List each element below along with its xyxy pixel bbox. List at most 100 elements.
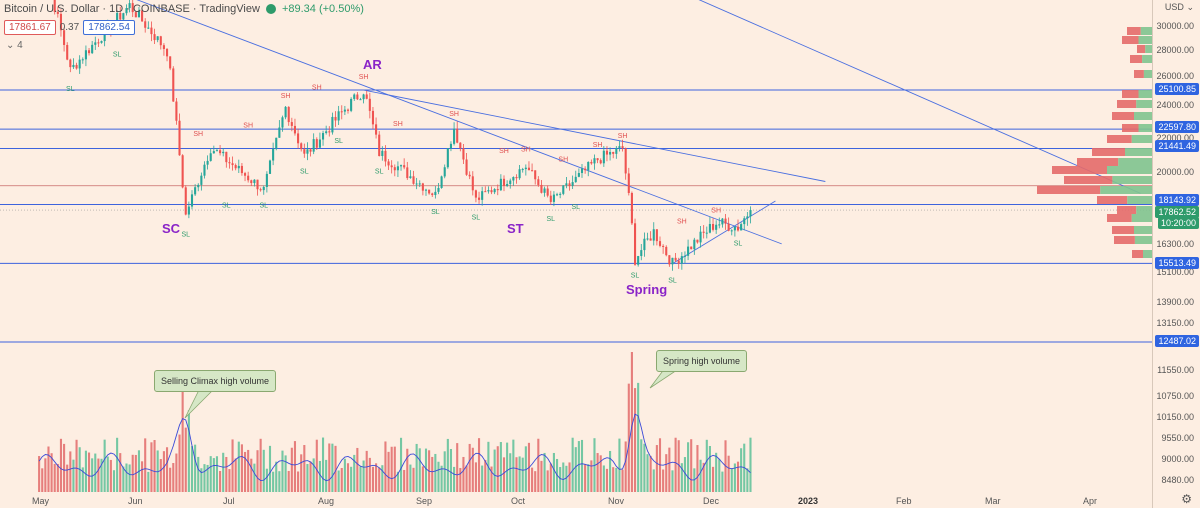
candle-body xyxy=(222,151,225,154)
candle-body xyxy=(587,161,590,171)
volume-profile-bar xyxy=(1107,135,1132,143)
volume-bar xyxy=(375,463,378,492)
volume-bar xyxy=(390,446,393,492)
volume-bar xyxy=(587,464,590,492)
indicators-toggle[interactable]: ⌄ 4 xyxy=(6,40,23,51)
volume-bar xyxy=(668,447,671,492)
candle-body xyxy=(63,30,66,45)
volume-bar xyxy=(340,467,343,492)
volume-profile-bar xyxy=(1136,206,1152,214)
candle-body xyxy=(97,42,100,44)
swing-high-marker: SH xyxy=(281,93,291,100)
volume-bar xyxy=(565,465,568,492)
volume-bar xyxy=(334,445,337,492)
settings-gear-icon[interactable]: ⚙ xyxy=(1181,492,1192,506)
candle-body xyxy=(240,165,243,174)
candle-body xyxy=(318,139,321,148)
candle-body xyxy=(662,245,665,247)
volume-bar xyxy=(474,462,477,492)
price-tick: 13150.00 xyxy=(1156,318,1194,328)
volume-profile-bar xyxy=(1134,70,1144,78)
volume-bar xyxy=(231,439,234,492)
volume-bar xyxy=(612,467,615,492)
volume-bar xyxy=(521,457,524,492)
candle-body xyxy=(75,64,78,69)
candle-body xyxy=(562,185,565,194)
candle-body xyxy=(165,48,169,57)
volume-bar xyxy=(203,464,206,492)
candle-body xyxy=(515,177,518,179)
volume-bar xyxy=(652,469,655,492)
volume-bar xyxy=(662,469,665,492)
candle-body xyxy=(446,148,449,168)
candle-body xyxy=(630,192,633,224)
volume-bar xyxy=(175,453,178,492)
volume-profile-bar xyxy=(1122,90,1139,98)
symbol-title[interactable]: Bitcoin / U.S. Dollar · 1D · COINBASE · … xyxy=(4,3,260,15)
volume-bar xyxy=(746,468,749,492)
volume-bar xyxy=(415,443,418,492)
candle-body xyxy=(144,21,147,28)
volume-bar xyxy=(109,459,112,492)
candle-body xyxy=(190,194,194,207)
candle-body xyxy=(212,151,215,154)
candle-body xyxy=(462,148,465,160)
volume-bar xyxy=(219,470,222,492)
price-axis[interactable]: USD ⌄ 30000.00 28000.00 26000.00 24000.00 22… xyxy=(1152,0,1200,508)
volume-bar xyxy=(328,443,331,492)
price-tick: 9550.00 xyxy=(1161,433,1194,443)
candle-body xyxy=(343,109,346,112)
price-tick: 15100.00 xyxy=(1156,267,1194,277)
selling-climax-callout[interactable]: Selling Climax high volume xyxy=(154,370,277,392)
volume-bar xyxy=(38,456,41,492)
candle-body xyxy=(187,206,190,215)
candle-body xyxy=(499,178,502,191)
volume-bar xyxy=(128,464,131,492)
candle-body xyxy=(265,173,268,187)
price-change: +89.34 (+0.50%) xyxy=(281,3,364,15)
wyckoff-label-st: ST xyxy=(507,221,524,236)
candle-body xyxy=(415,183,418,185)
sell-price-button[interactable]: 17861.67 xyxy=(4,20,56,35)
volume-bar xyxy=(234,458,237,492)
candle-body xyxy=(443,167,446,177)
candle-body xyxy=(721,218,724,225)
candle-body xyxy=(568,183,571,186)
candle-body xyxy=(91,44,94,54)
volume-bar xyxy=(356,447,359,492)
volume-bar xyxy=(72,459,75,492)
wyckoff-label-ar: AR xyxy=(363,57,382,72)
candle-body xyxy=(147,27,150,29)
swing-low-marker: SL xyxy=(631,273,640,280)
candle-body xyxy=(69,59,72,68)
volume-bar xyxy=(671,470,674,492)
buy-price-button[interactable]: 17862.54 xyxy=(83,20,135,35)
volume-bar xyxy=(84,450,87,492)
candle-body xyxy=(275,137,278,149)
candle-body xyxy=(718,224,721,226)
candle-body xyxy=(749,210,752,217)
candle-body xyxy=(559,193,562,195)
volume-bar xyxy=(237,441,240,492)
spring-volume-callout[interactable]: Spring high volume xyxy=(656,350,748,372)
time-axis-label: Nov xyxy=(608,496,625,506)
swing-low-marker: SL xyxy=(734,241,743,248)
volume-profile-bar xyxy=(1122,124,1139,132)
volume-profile-bar xyxy=(1127,196,1152,204)
volume-bar xyxy=(440,465,443,492)
volume-bar xyxy=(353,454,356,492)
volume-bar xyxy=(740,448,743,492)
volume-bar xyxy=(524,446,527,492)
currency-selector[interactable]: USD ⌄ xyxy=(1164,2,1194,12)
volume-bar xyxy=(212,458,215,492)
volume-bar xyxy=(197,456,200,492)
volume-bar xyxy=(159,459,162,492)
volume-bar xyxy=(696,445,699,492)
volume-bar xyxy=(387,451,390,492)
candle-body xyxy=(66,44,69,60)
candle-body xyxy=(321,133,325,140)
candle-body xyxy=(690,246,693,250)
volume-bar xyxy=(477,438,481,492)
volume-bar xyxy=(733,463,736,492)
